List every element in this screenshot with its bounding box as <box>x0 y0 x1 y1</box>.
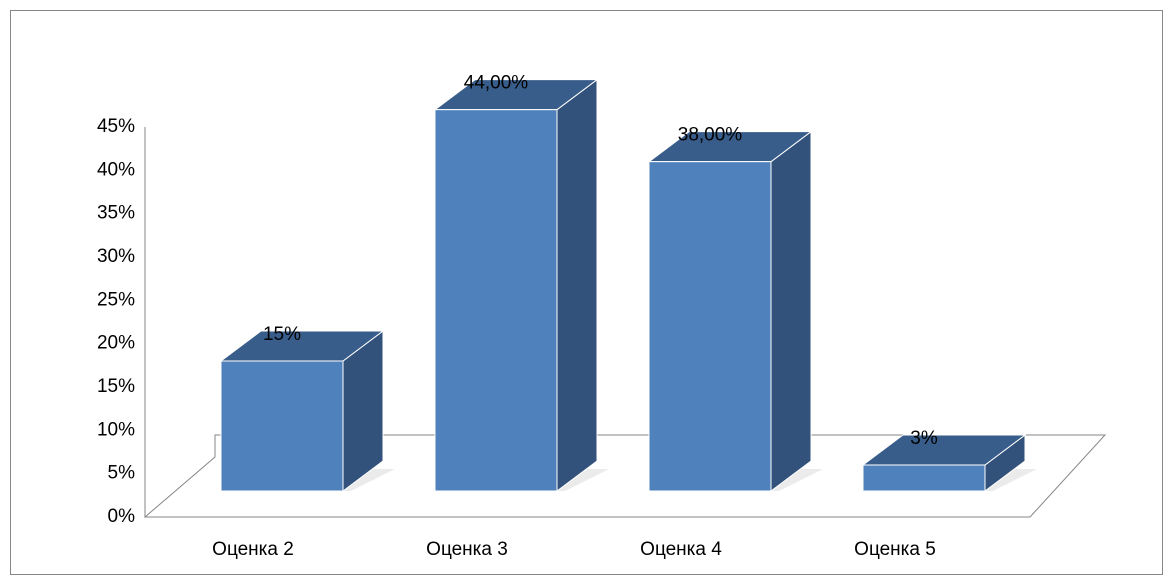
y-tick-label: 40% <box>97 159 135 180</box>
y-tick-label: 30% <box>97 246 135 267</box>
bar-side <box>770 130 812 492</box>
bar <box>434 109 558 492</box>
data-label: 38,00% <box>678 125 743 146</box>
y-tick-label: 15% <box>97 376 135 397</box>
x-tick-label: Оценка 2 <box>212 539 294 560</box>
y-tick-label: 20% <box>97 333 135 354</box>
bar <box>648 161 772 492</box>
y-tick-label: 5% <box>108 463 136 484</box>
y-tick-label: 25% <box>97 289 135 310</box>
x-tick-label: Оценка 5 <box>854 539 936 560</box>
bar-side <box>556 78 598 492</box>
y-tick-label: 10% <box>97 419 135 440</box>
data-label: 15% <box>263 324 301 345</box>
x-tick-label: Оценка 3 <box>426 539 508 560</box>
bar <box>220 360 344 492</box>
y-tick-label: 35% <box>97 203 135 224</box>
data-label: 44,00% <box>464 73 529 94</box>
y-tick-label: 45% <box>97 116 135 137</box>
bar <box>862 464 986 492</box>
data-label: 3% <box>910 428 938 449</box>
y-tick-label: 0% <box>108 506 136 527</box>
x-tick-label: Оценка 4 <box>640 539 722 560</box>
